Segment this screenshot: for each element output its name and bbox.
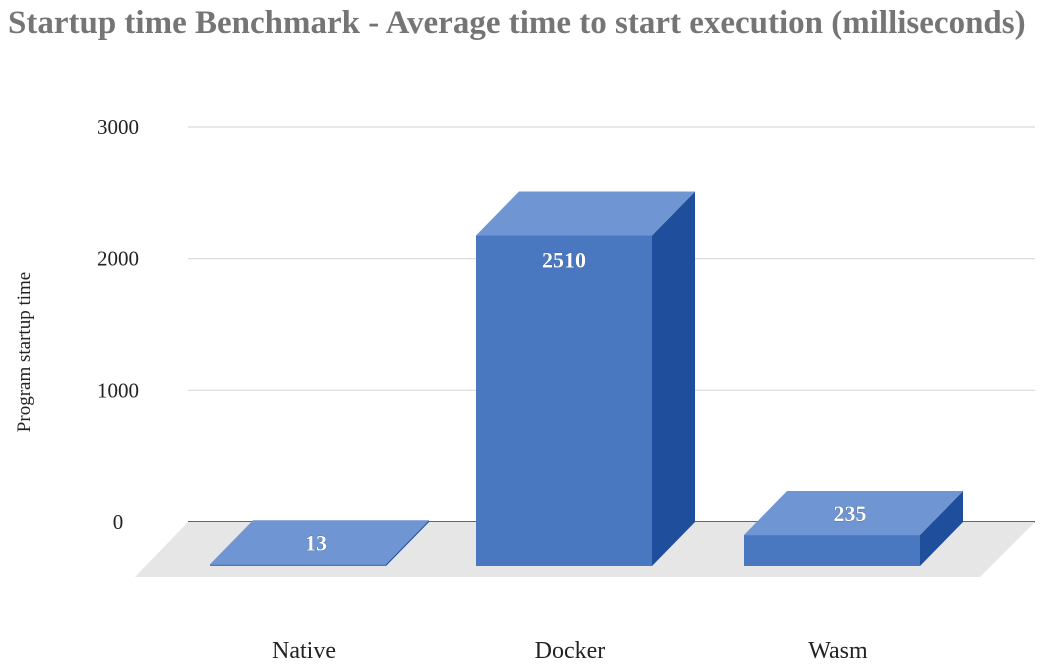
bar-front-face [744,535,920,566]
bar-native [210,520,429,566]
bar-side-face [386,520,429,566]
x-category-label: Wasm [808,638,868,664]
bar-wasm [744,491,963,566]
bar-front-face [210,564,386,566]
x-axis-categories: Native Docker Wasm [272,638,868,664]
y-tick-label: 0 [113,510,124,534]
chart-title: Startup time Benchmark - Average time to… [8,5,1026,41]
y-tick-label: 1000 [97,378,139,402]
y-axis-ticks: 0 1000 2000 3000 [97,115,139,534]
data-label-native: 13 [305,530,327,555]
bar-side-face [652,191,695,566]
data-label-wasm: 235 [834,501,867,526]
bar-side-face [920,491,963,566]
data-labels: 13 2510 235 [305,247,867,555]
bars [210,191,963,566]
y-tick-label: 2000 [97,247,139,271]
y-tick-label: 3000 [97,115,139,139]
bar-front-face [476,235,652,566]
bar-docker [476,191,695,566]
x-category-label: Docker [535,638,606,664]
bar-top-face [476,191,695,236]
x-category-label: Native [272,638,336,664]
bar-top-face [210,520,429,565]
y-axis-title: Program startup time [14,272,35,432]
data-label-docker: 2510 [542,248,586,273]
bar-top-face [744,491,963,536]
